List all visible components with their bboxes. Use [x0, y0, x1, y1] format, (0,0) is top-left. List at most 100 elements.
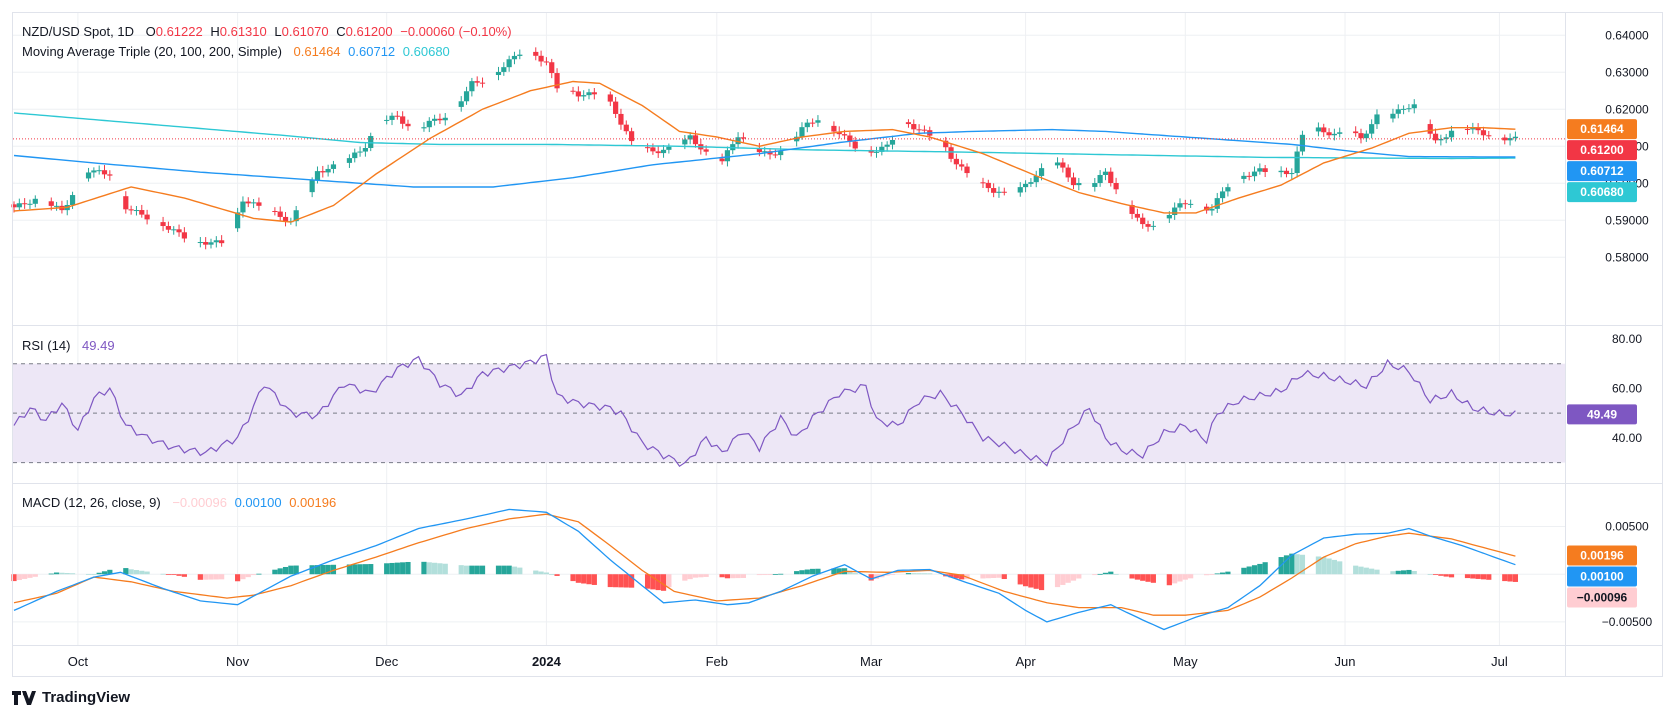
macd-signal-badge-text: 0.00196	[1580, 549, 1624, 563]
candle	[1177, 203, 1183, 208]
candle	[165, 226, 171, 230]
macd-histogram-bar	[687, 574, 693, 580]
macd-histogram-bar	[389, 562, 395, 575]
candle	[1038, 168, 1045, 176]
macd-histogram-bar	[1395, 570, 1401, 575]
candle	[1406, 108, 1412, 110]
candle	[549, 62, 555, 74]
symbol-label[interactable]: NZD/USD Spot, 1D	[22, 24, 134, 39]
candle	[959, 164, 965, 167]
macd-histogram-bar	[586, 574, 592, 585]
macd-histogram-bar	[1097, 573, 1103, 575]
candle	[272, 211, 278, 212]
candle	[1390, 113, 1396, 119]
macd-histogram-bar	[208, 574, 214, 580]
candle	[325, 168, 331, 173]
macd-histogram-bar	[1331, 559, 1337, 575]
candle	[1464, 128, 1471, 130]
rsi-tick-label: 80.00	[1612, 332, 1642, 346]
macd-histogram-bar	[384, 563, 390, 575]
chart-frame	[12, 12, 1663, 677]
rsi-legend[interactable]: RSI (14) 49.49	[22, 338, 119, 353]
macd-histogram-bar	[1070, 574, 1077, 581]
candle	[889, 139, 896, 145]
macd-histogram-bar	[1182, 574, 1188, 580]
candle	[538, 55, 544, 62]
macd-histogram-bar	[1427, 574, 1433, 576]
candle	[32, 198, 38, 204]
macd-histogram-bar	[1411, 571, 1417, 575]
candle	[69, 195, 76, 205]
candle	[1331, 133, 1337, 136]
macd-histogram-bar	[836, 568, 842, 575]
macd-histogram-bar	[1299, 554, 1306, 575]
macd-histogram-bar	[1262, 562, 1268, 575]
candle	[394, 115, 400, 117]
candle	[879, 146, 885, 152]
macd-histogram-bar	[235, 574, 241, 582]
macd-histogram-bar	[1464, 574, 1471, 579]
macd-histogram-bar	[927, 573, 933, 575]
macd-histogram-bar	[394, 562, 400, 575]
candle	[911, 124, 917, 130]
candle	[1401, 108, 1407, 110]
candle	[921, 129, 928, 131]
candle	[1369, 124, 1375, 134]
macd-histogram-bar	[682, 574, 688, 581]
candle	[1326, 132, 1332, 136]
last-price-badge	[1567, 140, 1637, 161]
macd-histogram-bar	[85, 573, 92, 575]
price-tick-label: 0.63000	[1605, 65, 1649, 79]
candle	[991, 188, 997, 193]
candle	[980, 182, 986, 184]
macd-histogram-bar	[1038, 574, 1045, 591]
candle	[687, 135, 693, 140]
candle	[836, 131, 842, 135]
macd-histogram-bar	[884, 574, 890, 576]
candle	[203, 242, 209, 245]
candle	[107, 174, 113, 176]
macd-histogram-bar	[703, 574, 709, 577]
candle	[778, 151, 784, 156]
macd-histogram-bar	[1113, 573, 1119, 575]
macd-pane	[11, 508, 1519, 631]
candle	[160, 222, 166, 227]
macd-tick-label: 0.00500	[1605, 520, 1649, 534]
ma200-line	[13, 112, 1516, 160]
time-axis-label: Oct	[68, 654, 89, 669]
candle	[282, 216, 289, 222]
candle	[362, 147, 368, 152]
candle	[831, 125, 837, 132]
candle	[1219, 191, 1226, 199]
ma-legend[interactable]: Moving Average Triple (20, 100, 200, Sim…	[22, 44, 454, 59]
macd-histogram-bar	[368, 564, 374, 575]
macd-histogram-bar	[591, 574, 597, 585]
ma200-badge	[1567, 182, 1637, 203]
candle	[1129, 204, 1135, 214]
macd-histogram-bar	[724, 574, 731, 579]
macd-legend[interactable]: MACD (12, 26, close, 9) −0.00096 0.00100…	[22, 495, 340, 510]
candle	[1241, 175, 1247, 179]
macd-histogram-bar	[197, 574, 203, 580]
candle	[772, 154, 778, 156]
tradingview-brand[interactable]: TradingView	[12, 689, 130, 706]
macd-histogram-bar	[991, 574, 997, 578]
candle	[943, 140, 949, 148]
macd-histogram-bar	[1028, 574, 1034, 588]
candle	[756, 148, 762, 153]
macd-histogram-bar	[804, 569, 810, 575]
candle	[1092, 183, 1098, 187]
macd-histogram-bar	[959, 574, 965, 580]
header-legend: NZD/USD Spot, 1D O0.61222 H0.61310 L0.61…	[22, 24, 516, 39]
macd-histogram-bar	[1219, 572, 1226, 575]
macd-histogram-bar	[985, 574, 991, 579]
macd-histogram-bar	[325, 564, 331, 575]
macd-legend-hist: −0.00096	[172, 495, 227, 510]
time-axis-label: Mar	[860, 654, 883, 669]
candle	[495, 71, 502, 76]
candle	[1443, 137, 1449, 140]
macd-histogram-bar	[719, 574, 725, 578]
candle	[1337, 132, 1343, 134]
